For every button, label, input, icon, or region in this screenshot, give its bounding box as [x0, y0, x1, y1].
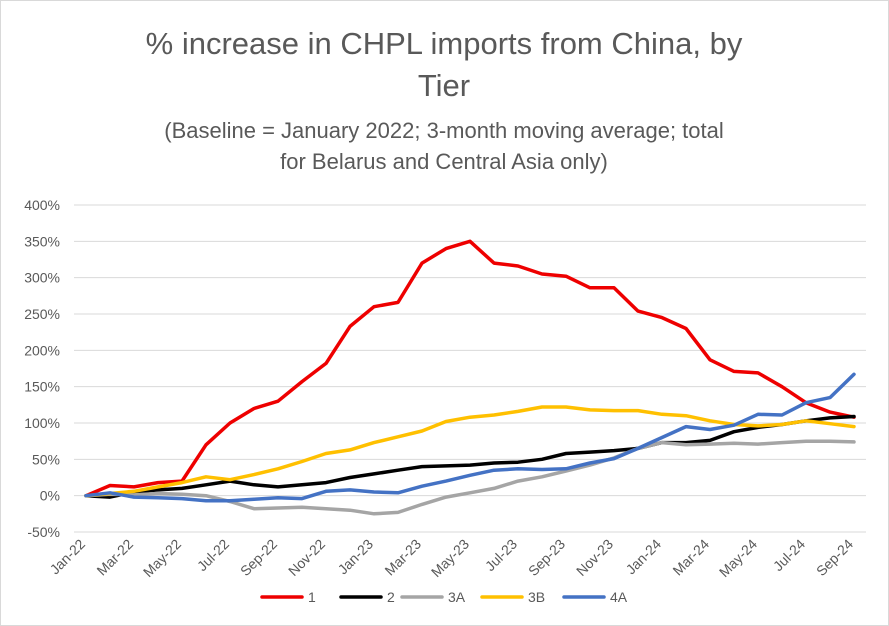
- x-tick-label: Nov-23: [573, 536, 616, 579]
- x-tick-label: Mar-22: [93, 536, 136, 579]
- legend-label-1: 1: [308, 589, 316, 605]
- y-axis-tick-labels: -50% 0% 50% 100% 150% 200% 250% 300% 350% 400%: [24, 197, 60, 540]
- chart-title-line-1: % increase in CHPL imports from China, b…: [145, 26, 743, 61]
- y-tick-label: 200%: [24, 342, 60, 358]
- y-tick-label: 150%: [24, 379, 60, 395]
- y-tick-label: -50%: [27, 524, 60, 540]
- series-line-2: [84, 414, 856, 499]
- x-tick-label: Jan-22: [47, 536, 89, 578]
- series-line-1: [84, 239, 856, 498]
- legend-label-3a: 3A: [448, 589, 466, 605]
- chart-subtitle-line-2: for Belarus and Central Asia only): [280, 149, 608, 174]
- x-tick-label: Mar-23: [381, 536, 424, 579]
- series-lines: [84, 239, 856, 516]
- gridlines: [74, 204, 866, 533]
- y-tick-label: 100%: [24, 415, 60, 431]
- x-tick-label: Jul-24: [770, 536, 808, 574]
- x-tick-label: Jul-23: [482, 536, 520, 574]
- y-tick-label: 300%: [24, 270, 60, 286]
- y-tick-label: 50%: [32, 451, 60, 467]
- y-tick-label: 350%: [24, 233, 60, 249]
- x-tick-label: Sep-24: [813, 536, 856, 579]
- x-tick-label: Jan-24: [623, 536, 665, 578]
- y-tick-label: 250%: [24, 306, 60, 322]
- x-tick-label: Sep-22: [237, 536, 280, 579]
- legend-label-3b: 3B: [528, 589, 545, 605]
- x-tick-label: May-22: [140, 536, 184, 580]
- series-line-3a: [84, 439, 856, 516]
- x-tick-label: May-24: [716, 536, 760, 580]
- chart-subtitle-line-1: (Baseline = January 2022; 3-month moving…: [164, 118, 724, 143]
- x-tick-label: Jul-22: [194, 536, 232, 574]
- x-tick-label: Nov-22: [285, 536, 328, 579]
- legend-label-2: 2: [387, 589, 395, 605]
- x-tick-label: Jan-23: [335, 536, 377, 578]
- series-line-3b: [84, 405, 856, 498]
- legend-label-4a: 4A: [610, 589, 628, 605]
- x-tick-label: Sep-23: [525, 536, 568, 579]
- x-tick-label: Mar-24: [669, 536, 712, 579]
- y-tick-label: 0%: [40, 488, 60, 504]
- x-tick-label: May-23: [428, 536, 472, 580]
- series-line-4a: [84, 372, 856, 503]
- x-axis-tick-labels: Jan-22 Mar-22 May-22 Jul-22 Sep-22 Nov-22 Jan-…: [47, 536, 857, 580]
- y-tick-label: 400%: [24, 197, 60, 213]
- chart-title-line-2: Tier: [417, 68, 471, 103]
- legend: 1 2 3A 3B 4A: [260, 589, 628, 605]
